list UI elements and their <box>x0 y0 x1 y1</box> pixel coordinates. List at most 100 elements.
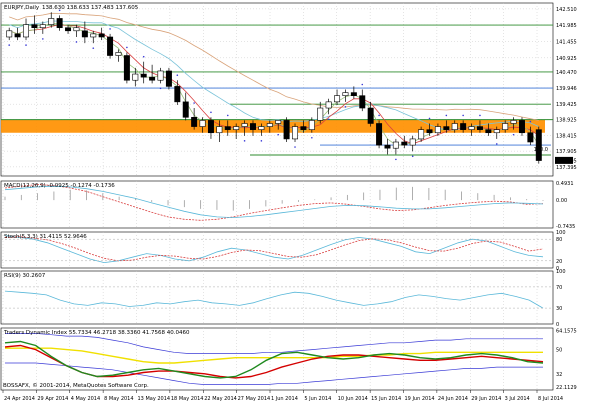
parabolic-sar-dot <box>445 114 448 117</box>
candle <box>451 123 458 130</box>
candle <box>468 126 475 130</box>
tdi-axis-tick: 64.1575 <box>556 328 577 334</box>
candle <box>73 27 80 32</box>
macd-axis-tick: -0.7435 <box>556 224 575 230</box>
candle <box>123 55 130 81</box>
rsi-axis-tick: 30 <box>556 306 562 312</box>
price-axis-tick: 140.470 <box>556 70 577 76</box>
x-axis-date-label: 22 May 2014 <box>204 396 237 402</box>
candle <box>65 27 72 32</box>
parabolic-sar-dot <box>495 143 498 145</box>
candle <box>233 126 240 130</box>
candle <box>48 18 55 25</box>
parabolic-sar-dot <box>126 46 128 49</box>
x-axis-date-label: 18 May 2014 <box>171 396 204 402</box>
indicator-series-line <box>4 235 544 264</box>
parabolic-sar-dot <box>260 140 263 142</box>
parabolic-sar-dot <box>327 118 330 121</box>
price-axis-tick: 137.905 <box>556 149 577 155</box>
tdi-title: Traders Dynamic Index 55.7334 46.2718 38… <box>3 330 190 336</box>
parabolic-sar-dot <box>395 158 397 161</box>
candle <box>157 70 164 81</box>
tdi-axis-tick: 32 <box>556 372 562 378</box>
candle <box>6 30 13 38</box>
candle <box>476 126 483 130</box>
x-axis-date-label: 10 Jun 2014 <box>338 396 368 402</box>
candle <box>418 129 425 140</box>
candle <box>258 126 265 130</box>
support-resistance-zone <box>1 119 545 133</box>
price-axis-tick: 139.425 <box>556 102 577 108</box>
x-axis-date-label: 8 Jul 2014 <box>538 396 563 402</box>
macd-axis-tick: 0.4931 <box>556 181 574 187</box>
parabolic-sar-dot <box>142 55 145 58</box>
candle <box>56 18 63 29</box>
candle <box>207 120 214 134</box>
x-axis-date-label: 13 May 2014 <box>138 396 171 402</box>
price-axis-tick: 137.395 <box>556 165 577 171</box>
stoch-axis-tick: 0 <box>556 266 559 272</box>
pane-frame-2 <box>0 231 554 269</box>
stoch-axis-tick: 80 <box>556 237 562 243</box>
parabolic-sar-dot <box>176 74 179 77</box>
candle <box>174 86 181 103</box>
candle <box>535 129 542 161</box>
candle <box>132 73 139 81</box>
parabolic-sar-dot <box>243 140 246 142</box>
indicator-series-line <box>5 333 543 354</box>
parabolic-sar-dot <box>411 155 414 158</box>
candle <box>39 24 46 29</box>
candle <box>275 120 282 124</box>
parabolic-sar-dot <box>8 44 11 46</box>
x-axis-date-label: 3 Jul 2014 <box>505 396 530 402</box>
current-price-tag <box>555 156 573 164</box>
candle <box>426 129 433 134</box>
candle <box>485 129 492 134</box>
parabolic-sar-dot <box>277 133 280 136</box>
candle <box>107 36 114 56</box>
parabolic-sar-dot <box>210 111 212 114</box>
parabolic-sar-dot <box>25 44 27 46</box>
price-axis-tick: 141.455 <box>556 39 577 45</box>
parabolic-sar-dot <box>378 114 380 117</box>
candle <box>140 73 147 78</box>
parabolic-sar-dot <box>58 9 61 12</box>
candle <box>325 101 332 109</box>
moving-average-line <box>9 23 540 146</box>
candle <box>510 120 517 124</box>
macd-axis-tick: 0.00 <box>556 198 567 204</box>
candle <box>224 126 231 130</box>
candle <box>249 123 256 130</box>
x-axis-date-label: 4 May 2014 <box>71 396 100 402</box>
stoch-axis-tick: 20 <box>556 259 562 265</box>
indicator-series-line <box>5 362 543 385</box>
candle <box>308 120 315 130</box>
indicator-series-line <box>4 184 544 221</box>
current-price-label: 137.605 <box>556 158 577 164</box>
parabolic-sar-dot <box>294 146 296 148</box>
copyright-text: BOSSAFX, © 2001-2014, MetaQuotes Softwar… <box>3 382 149 389</box>
pane-frame-3 <box>0 270 554 325</box>
rsi-axis-tick: 0 <box>556 322 559 328</box>
price-axis-tick: 138.415 <box>556 133 577 139</box>
candle <box>90 33 97 38</box>
parabolic-sar-dot <box>529 120 532 123</box>
candle <box>334 95 341 103</box>
rsi-axis-tick: 100 <box>556 269 566 275</box>
rsi-title: RSI(9) 30.2607 <box>4 273 46 279</box>
pane-frame-0 <box>0 2 554 177</box>
candle <box>443 126 450 130</box>
parabolic-sar-dot <box>42 38 44 40</box>
ohlc-readout: 138.630 138.633 137.483 137.605 <box>42 5 139 11</box>
x-axis-date-label: 1 Jun 2014 <box>271 396 298 402</box>
x-axis-date-label: 8 May 2014 <box>104 396 133 402</box>
parabolic-sar-dot <box>462 114 464 117</box>
x-axis-date-label: 19 Jun 2014 <box>405 396 435 402</box>
candle <box>401 141 408 146</box>
candle <box>199 120 206 127</box>
parabolic-sar-dot <box>193 102 195 104</box>
x-axis-date-label: 24 Jun 2014 <box>438 396 468 402</box>
tdi-axis-tick: 50 <box>556 348 562 354</box>
